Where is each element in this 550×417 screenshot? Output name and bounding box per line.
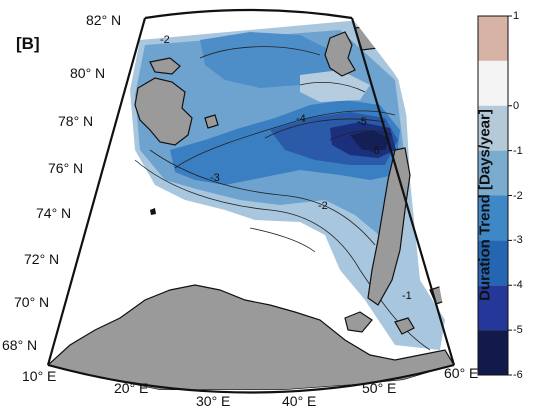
colorbar-title: Duration Trend [Days/year]: [476, 109, 494, 301]
map-frame: [46, 8, 456, 394]
lat-label-80: 80° N: [70, 65, 106, 81]
contour-label: -2: [318, 200, 328, 212]
lat-label-68: 68° N: [2, 337, 38, 353]
contour-label: -2: [160, 34, 170, 46]
colorbar-tick-label: -5: [513, 324, 523, 337]
trend-field-north: [200, 32, 335, 88]
lat-label-76: 76° N: [48, 160, 84, 176]
colorbar-tick-label: -4: [513, 279, 523, 292]
lat-label-74: 74° N: [36, 205, 72, 221]
lon-label-40: 40° E: [282, 393, 317, 409]
lat-label-78: 78° N: [58, 113, 94, 129]
kong-karls-land: [204, 114, 219, 129]
colorbar-tick-label: 0: [513, 99, 520, 112]
colorbar-tick-label: -1: [513, 144, 523, 157]
lon-label-50: 50° E: [362, 380, 397, 396]
kanin-peninsula: [344, 311, 373, 333]
colorbar-segment: [478, 150, 508, 196]
lat-label-72: 72° N: [24, 251, 60, 267]
colorbar: [477, 15, 512, 376]
colorbar-tick-label: -6: [513, 369, 523, 381]
colorbar-segment: [478, 285, 508, 331]
colorbar-tick-label: -3: [513, 234, 523, 247]
small-island-bjornoya: [150, 208, 156, 215]
franz-josef-land: [324, 31, 356, 77]
lat-label-70: 70° N: [14, 294, 50, 310]
contour-label: -1: [402, 290, 412, 302]
colorbar-tick-label: 1: [513, 10, 520, 22]
kolguev-island: [394, 317, 415, 335]
contour-label: -5: [357, 116, 367, 128]
colorbar-segment: [478, 330, 508, 375]
lon-label-60: 60° E: [444, 365, 479, 381]
lon-label-30: 30° E: [196, 393, 231, 409]
lat-label-82: 82° N: [86, 12, 122, 28]
colorbar-segment: [478, 105, 508, 151]
lon-label-10: 10° E: [22, 368, 57, 384]
panel-label: [B]: [16, 34, 40, 53]
colorbar-segment: [478, 60, 508, 106]
contour-lines: [134, 46, 431, 351]
svalbard-landmass: [134, 77, 193, 146]
contour-label: -4: [296, 113, 306, 125]
land-masses: [48, 25, 454, 390]
novaya-zemlya: [367, 147, 411, 306]
trend-field-east-patch: [300, 70, 370, 102]
colorbar-segment: [478, 240, 508, 286]
colorbar-segment: [478, 16, 508, 61]
colorbar-segment: [478, 195, 508, 241]
contour-label: -6: [370, 145, 380, 157]
colorbar-tick-label: -2: [513, 189, 523, 202]
scandinavia-russia-coast: [48, 284, 454, 390]
contour-label: -3: [210, 172, 220, 184]
svalbard-north-islands: [149, 57, 181, 75]
trend-field-core: [350, 130, 390, 150]
lon-label-20: 20° E: [114, 380, 149, 396]
